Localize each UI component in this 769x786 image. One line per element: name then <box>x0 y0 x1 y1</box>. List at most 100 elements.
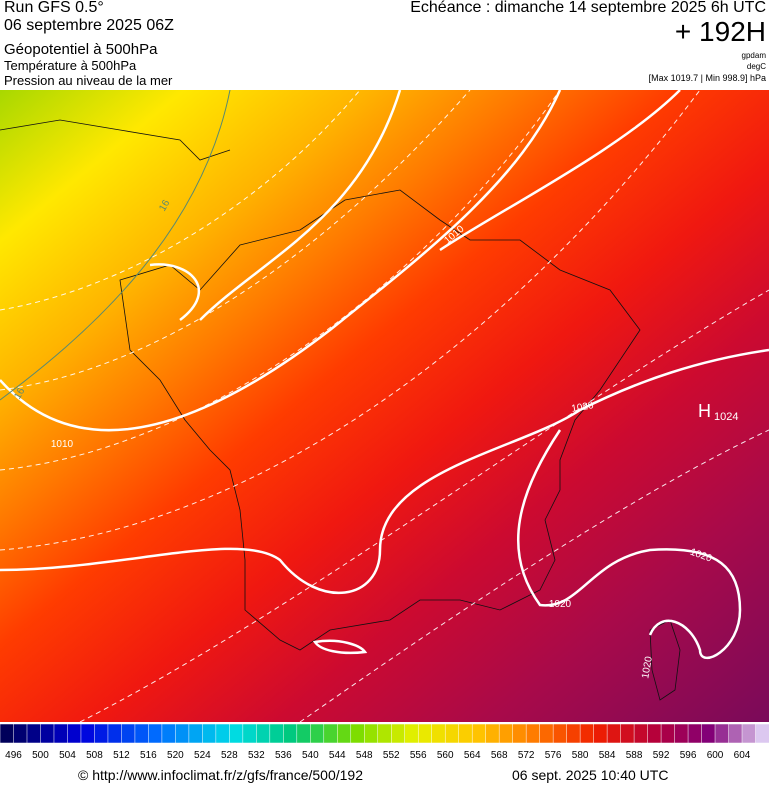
colorbar-swatch <box>364 723 379 744</box>
colorbar-label: 520 <box>167 750 184 761</box>
colorbar-swatch <box>53 723 69 744</box>
colorbar-swatch <box>229 723 244 744</box>
field-label: Température à 500hPa <box>4 58 137 73</box>
contour-label: 16 <box>157 198 172 214</box>
colorbar-label: 552 <box>383 750 400 761</box>
pressure-high-value: 1024 <box>714 411 738 423</box>
temperature-isolines <box>0 90 769 722</box>
colorbar-swatch <box>701 723 716 744</box>
colorbar-label: 532 <box>248 750 265 761</box>
colorbar-swatch <box>13 723 28 744</box>
colorbar-label: 524 <box>194 750 211 761</box>
colorbar-swatch <box>566 723 581 744</box>
colorbar-label: 540 <box>302 750 319 761</box>
colorbar-swatch <box>512 723 527 744</box>
colorbar-swatch <box>337 723 352 744</box>
colorbar-swatch <box>202 723 217 744</box>
colorbar-swatch <box>296 723 312 744</box>
colorbar-label: 604 <box>734 750 751 761</box>
temperature-contour <box>0 90 231 401</box>
colorbar-swatch <box>377 723 392 744</box>
contour-label: 1020 <box>571 400 595 415</box>
colorbar-swatch <box>606 723 622 744</box>
colorbar-swatch <box>620 723 635 744</box>
colorbar-swatch <box>390 723 406 744</box>
colorbar-swatch <box>26 723 42 744</box>
colorbar-label: 544 <box>329 750 346 761</box>
colorbar-swatch <box>323 723 339 744</box>
colorbar-swatch <box>687 723 703 744</box>
colorbar-swatch <box>283 723 298 744</box>
colorbar-swatch <box>498 723 514 744</box>
temperature-field <box>0 90 769 722</box>
footer-url: © http://www.infoclimat.fr/z/gfs/france/… <box>78 767 363 783</box>
colorbar-swatch <box>593 723 608 744</box>
colorbar-swatch <box>525 723 541 744</box>
colorbar-swatch <box>728 723 743 744</box>
colorbar-label: 592 <box>653 750 670 761</box>
colorbar-swatch <box>539 723 554 744</box>
field-label: Géopotentiel à 500hPa <box>4 41 158 58</box>
colorbar-swatch <box>40 723 55 744</box>
contour-label: 1020 <box>549 599 572 610</box>
colorbar-swatch <box>647 723 662 744</box>
colorbar-swatch <box>134 723 150 744</box>
contour-label: 16 <box>12 386 27 402</box>
colorbar-swatch <box>431 723 446 744</box>
colorbar-swatch <box>633 723 649 744</box>
colorbar-label: 536 <box>275 750 292 761</box>
colorbar-swatch <box>256 723 271 744</box>
colorbar-swatch <box>269 723 285 744</box>
colorbar-label: 580 <box>572 750 589 761</box>
colorbar-label: 596 <box>680 750 697 761</box>
echeance: Echéance : dimanche 14 septembre 2025 6h… <box>410 0 766 16</box>
pressure-range: [Max 1019.7 | Min 998.9] hPa <box>648 73 766 83</box>
colorbar-swatch <box>741 723 757 744</box>
colorbar-swatch <box>242 723 258 744</box>
colorbar-label: 504 <box>59 750 76 761</box>
colorbar-label: 568 <box>491 750 508 761</box>
footer-timestamp: 06 sept. 2025 10:40 UTC <box>512 767 669 783</box>
colorbar-label: 508 <box>86 750 103 761</box>
colorbar-label: 516 <box>140 750 157 761</box>
lead-time: + 192H <box>674 16 766 47</box>
colorbar-label: 588 <box>626 750 643 761</box>
contour-label: 1020 <box>640 655 655 679</box>
colorbar-swatch <box>94 723 109 744</box>
colorbar-label: 576 <box>545 750 562 761</box>
colorbar-swatch <box>552 723 568 744</box>
colorbar-label: 564 <box>464 750 481 761</box>
colorbar-label: 512 <box>113 750 130 761</box>
run-title: Run GFS 0.5° <box>4 0 104 16</box>
colorbar-swatch <box>458 723 473 744</box>
colorbar-swatch <box>175 723 190 744</box>
colorbar-swatch <box>485 723 500 744</box>
colorbar-swatch <box>215 723 231 744</box>
colorbar-swatch <box>660 723 676 744</box>
unit-label: gpdam <box>741 51 766 60</box>
colorbar-swatch <box>188 723 204 744</box>
colorbar-swatch <box>107 723 123 744</box>
contour-label: 1010 <box>51 439 74 450</box>
isobars <box>0 90 769 660</box>
colorbar-label: 560 <box>437 750 454 761</box>
colorbar-swatch <box>417 723 433 744</box>
colorbar-label: 556 <box>410 750 427 761</box>
unit-label: degC <box>746 62 766 71</box>
colorbar-swatch <box>80 723 96 744</box>
colorbar-label: 528 <box>221 750 238 761</box>
colorbar-label: 496 <box>5 750 22 761</box>
colorbar-label: 548 <box>356 750 373 761</box>
colorbar-swatch <box>161 723 177 744</box>
colorbar-swatch <box>404 723 419 744</box>
colorbar-swatch <box>755 723 769 744</box>
colorbar-swatch <box>350 723 366 744</box>
colorbar-swatch <box>579 723 595 744</box>
run-date: 06 septembre 2025 06Z <box>4 17 174 34</box>
colorbar-swatch <box>121 723 136 744</box>
colorbar-swatch <box>444 723 460 744</box>
colorbar-swatch <box>310 723 325 744</box>
pressure-high-symbol: H <box>698 401 711 421</box>
